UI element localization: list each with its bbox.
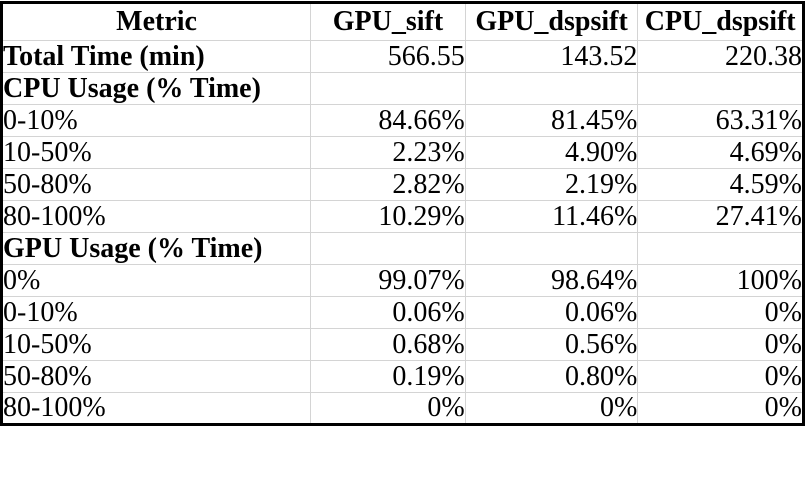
value-cell[interactable]: 84.66%	[310, 104, 466, 137]
table-row: 80-100% 0% 0% 0%	[0, 392, 804, 425]
column-header-gpu-dspsift[interactable]: GPU_dspsift	[464, 2, 639, 41]
value-cell[interactable]: 0%	[310, 392, 466, 425]
column-header-cpu-dspsift[interactable]: CPU_dspsift	[637, 2, 804, 41]
column-header-metric[interactable]: Metric	[0, 2, 312, 41]
value-cell[interactable]: 10.29%	[310, 200, 466, 233]
value-cell[interactable]: 0%	[637, 360, 804, 393]
value-cell[interactable]: 220.38	[637, 40, 804, 73]
metric-cell[interactable]: 0%	[0, 264, 312, 297]
table-row: 10-50% 2.23% 4.90% 4.69%	[0, 136, 804, 169]
table-body: Total Time (min) 566.55 143.52 220.38 CP…	[0, 40, 804, 425]
value-cell[interactable]: 0.06%	[310, 296, 466, 329]
header-row: Metric GPU_sift GPU_dspsift CPU_dspsift	[0, 2, 804, 41]
metric-cell[interactable]: 80-100%	[0, 392, 312, 425]
value-cell[interactable]: 0%	[464, 392, 639, 425]
metrics-table: Metric GPU_sift GPU_dspsift CPU_dspsift …	[0, 1, 805, 426]
value-cell[interactable]: 2.23%	[310, 136, 466, 169]
metric-cell[interactable]: 10-50%	[0, 136, 312, 169]
table-row: 50-80% 2.82% 2.19% 4.59%	[0, 168, 804, 201]
value-cell[interactable]	[637, 232, 804, 265]
table-row: 50-80% 0.19% 0.80% 0%	[0, 360, 804, 393]
value-cell[interactable]: 4.90%	[464, 136, 639, 169]
value-cell[interactable]: 2.19%	[464, 168, 639, 201]
table-row: 80-100% 10.29% 11.46% 27.41%	[0, 200, 804, 233]
value-cell[interactable]: 98.64%	[464, 264, 639, 297]
metric-cell[interactable]: GPU Usage (% Time)	[0, 232, 312, 265]
value-cell[interactable]: 0.68%	[310, 328, 466, 361]
value-cell[interactable]: 0%	[637, 296, 804, 329]
value-cell[interactable]	[310, 72, 466, 105]
value-cell[interactable]: 4.59%	[637, 168, 804, 201]
table-row: 10-50% 0.68% 0.56% 0%	[0, 328, 804, 361]
value-cell[interactable]: 143.52	[464, 40, 639, 73]
column-header-gpu-sift[interactable]: GPU_sift	[310, 2, 466, 41]
metric-cell[interactable]: 0-10%	[0, 104, 312, 137]
value-cell[interactable]: 0.56%	[464, 328, 639, 361]
metric-cell[interactable]: 80-100%	[0, 200, 312, 233]
value-cell[interactable]	[637, 72, 804, 105]
value-cell[interactable]: 4.69%	[637, 136, 804, 169]
value-cell[interactable]: 27.41%	[637, 200, 804, 233]
table-row: 0% 99.07% 98.64% 100%	[0, 264, 804, 297]
value-cell[interactable]: 0.19%	[310, 360, 466, 393]
table-row: CPU Usage (% Time)	[0, 72, 804, 105]
value-cell[interactable]: 2.82%	[310, 168, 466, 201]
value-cell[interactable]: 63.31%	[637, 104, 804, 137]
value-cell[interactable]	[464, 72, 639, 105]
metric-cell[interactable]: Total Time (min)	[0, 40, 312, 73]
value-cell[interactable]: 81.45%	[464, 104, 639, 137]
metric-cell[interactable]: 50-80%	[0, 168, 312, 201]
value-cell[interactable]: 566.55	[310, 40, 466, 73]
value-cell[interactable]: 99.07%	[310, 264, 466, 297]
metric-cell[interactable]: 50-80%	[0, 360, 312, 393]
metric-cell[interactable]: 10-50%	[0, 328, 312, 361]
value-cell[interactable]: 0%	[637, 392, 804, 425]
value-cell[interactable]	[464, 232, 639, 265]
value-cell[interactable]: 0%	[637, 328, 804, 361]
table-row: GPU Usage (% Time)	[0, 232, 804, 265]
table-row: Total Time (min) 566.55 143.52 220.38	[0, 40, 804, 73]
value-cell[interactable]: 11.46%	[464, 200, 639, 233]
metric-cell[interactable]: 0-10%	[0, 296, 312, 329]
metric-cell[interactable]: CPU Usage (% Time)	[0, 72, 312, 105]
value-cell[interactable]	[310, 232, 466, 265]
table-row: 0-10% 0.06% 0.06% 0%	[0, 296, 804, 329]
table-row: 0-10% 84.66% 81.45% 63.31%	[0, 104, 804, 137]
value-cell[interactable]: 0.80%	[464, 360, 639, 393]
value-cell[interactable]: 0.06%	[464, 296, 639, 329]
value-cell[interactable]: 100%	[637, 264, 804, 297]
